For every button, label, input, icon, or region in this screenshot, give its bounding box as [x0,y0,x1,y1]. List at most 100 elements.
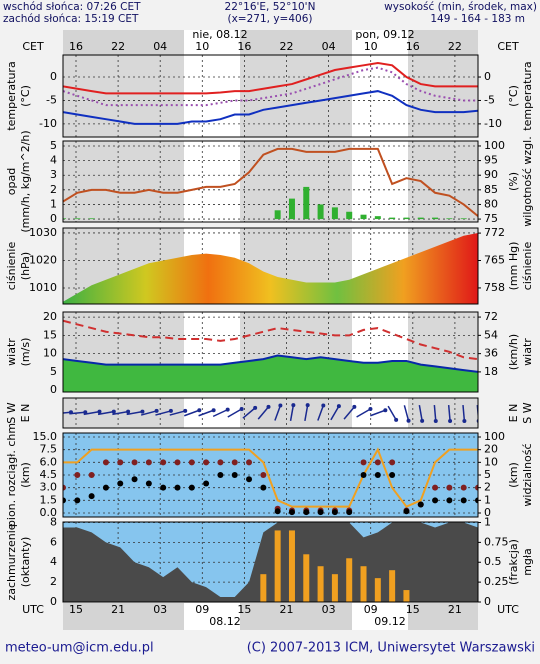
panel-marks [63,147,478,220]
dot [203,459,210,466]
night-band [408,55,478,137]
arrow-head [336,404,341,409]
dot [74,472,81,478]
dot [117,459,124,466]
arrow-head [211,408,216,413]
bar [88,218,95,220]
grid-point: (x=271, y=406) [228,13,313,25]
arrow-head [126,409,131,414]
arrow-head [278,403,283,408]
cet-hour: 04 [322,40,336,53]
dot [117,480,124,487]
y-axis-label: temperatura [5,61,18,130]
y-tick-label: 20 [43,310,57,323]
night-band [408,398,478,428]
panel-marks [63,319,478,392]
arrow-shaft [155,410,172,416]
y2-axis-label: ciśnienie [521,242,534,291]
y-axis-label: opad [5,168,18,195]
area [63,355,478,392]
dot [260,472,267,478]
utc-hour: 03 [153,603,167,616]
arrow-head [239,407,244,411]
dot [145,480,152,487]
panel-frame [62,521,479,603]
arrow-head [433,418,438,423]
y2-axis-label: (frakcja) [507,539,520,585]
y2-axis-label: widzialność [521,443,534,506]
dot [188,484,195,491]
sunrise: wschód słońca: 07:26 CET [3,1,141,13]
y2-axis-label: mgła [521,548,534,576]
arrow-shaft [112,410,129,416]
y-axis-label: ciśnienie [5,242,18,291]
dot [317,509,324,516]
dot [360,459,367,466]
arrow-shaft [169,410,186,416]
utc-hour: 15 [69,603,83,616]
wind-arrow [447,404,453,423]
wind-arrow [140,408,159,416]
bar [346,211,353,220]
y-tick-label: 5 [50,139,57,152]
dot [274,508,281,515]
dot [374,472,381,478]
y-tick-label: 15 [43,328,57,341]
arrow-shaft [140,410,157,416]
utc-label: UTC [22,603,44,616]
y-tick-label: 0 [50,383,57,396]
y-tick-label: 4 [50,154,57,167]
y2-tick-label: 72 [484,310,498,323]
dot [460,497,467,504]
y-tick-label: 0 [50,595,57,608]
dot [203,480,210,487]
dot [417,501,424,508]
bar [63,218,66,220]
cet-hour: 16 [69,40,83,53]
y2-axis-label: S W [521,402,534,423]
arrow-head [383,408,388,413]
dot [231,459,238,466]
arrow-head [462,418,467,423]
elevation: 149 - 164 - 183 m [430,13,525,25]
y-tick-label: -5 [46,93,57,106]
y2-tick-label: 772 [484,226,505,239]
arrow-shaft [433,404,437,422]
date: pon, 09.12 [355,28,414,41]
y-tick-label: 3.0 [40,481,58,494]
y-tick-label: 1010 [29,281,57,294]
elevation-label: wysokość (min, środek, max) [384,1,537,13]
panel-marks [63,403,478,423]
bar [331,574,338,602]
line [63,66,478,107]
bar [331,207,338,220]
bar [403,590,410,602]
wind-arrow [387,405,399,422]
arrow-shaft [257,406,270,420]
wind-arrow [184,408,202,417]
dot [63,497,66,504]
arrow-shaft [242,407,256,419]
bar [403,217,410,220]
dot [188,459,195,466]
wind-arrow [433,404,438,423]
dot [246,476,253,483]
bar [274,530,281,602]
arrow-shaft [212,408,228,418]
night-band [63,603,184,630]
arrow-shaft [356,408,371,418]
dot [303,509,310,516]
dot [246,459,253,466]
arrow-shaft [343,406,355,420]
y2-tick-label: 75 [484,212,498,225]
bar [288,530,295,602]
dot [360,472,367,478]
y2-tick-label: 100 [484,430,505,443]
wind-arrow [169,408,188,416]
y2-axis-label: wilgotność wzgl. [521,136,534,226]
y-tick-label: 4 [50,555,57,568]
y-tick-label: 0 [50,212,57,225]
wind-arrow [403,405,411,423]
cet-label: CET [22,40,44,53]
y2-tick-label: 0 [484,70,491,83]
